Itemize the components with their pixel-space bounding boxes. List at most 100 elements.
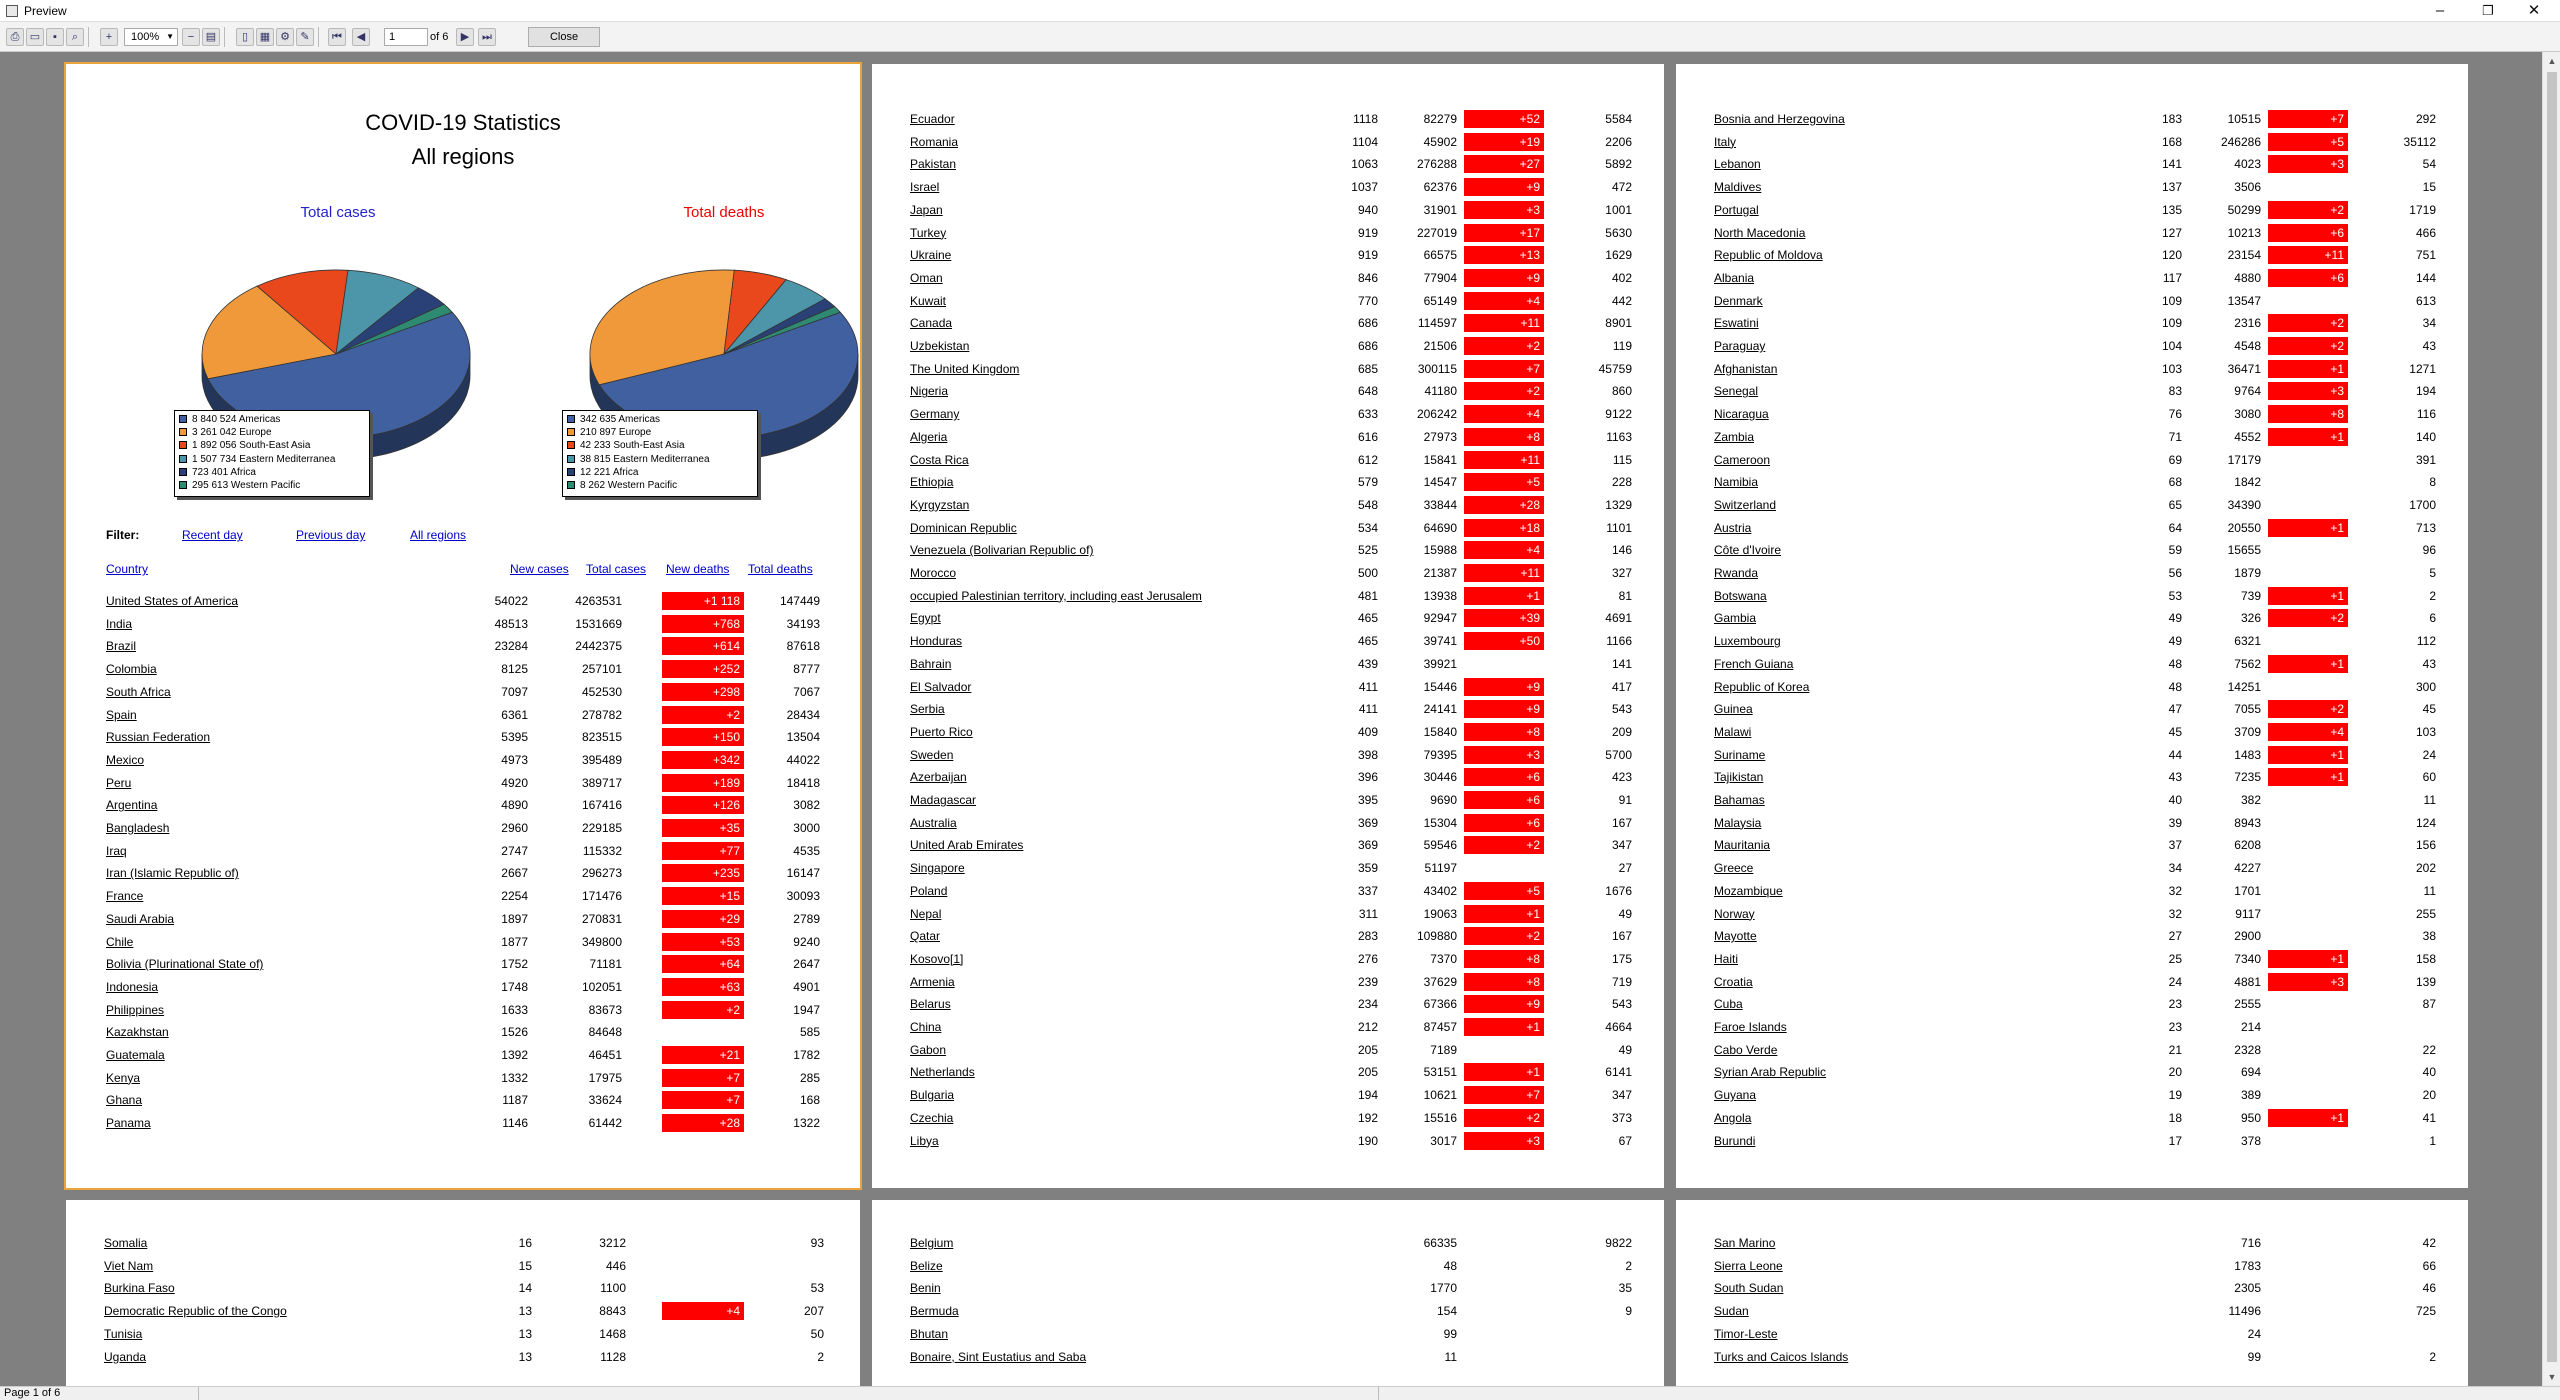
- vertical-scrollbar[interactable]: ▲ ▼: [2542, 52, 2560, 1386]
- zoom-select[interactable]: 100% ▼: [124, 28, 178, 46]
- country-link[interactable]: Israel: [910, 180, 940, 195]
- filter-recent-day-link[interactable]: Recent day: [182, 528, 243, 542]
- country-link[interactable]: Mayotte: [1714, 929, 1757, 944]
- country-link[interactable]: Guatemala: [106, 1048, 165, 1062]
- save-icon[interactable]: ▪: [46, 28, 64, 46]
- next-page-icon[interactable]: ▶: [456, 28, 474, 46]
- country-link[interactable]: Paraguay: [1714, 339, 1766, 353]
- country-link[interactable]: Romania: [910, 134, 959, 149]
- country-link[interactable]: Bahamas: [1714, 793, 1765, 807]
- country-link[interactable]: Bulgaria: [910, 1088, 955, 1103]
- country-link[interactable]: Albania: [1714, 270, 1755, 285]
- country-link[interactable]: Singapore: [910, 861, 965, 876]
- country-link[interactable]: Sierra Leone: [1714, 1258, 1783, 1273]
- country-link[interactable]: Somalia: [104, 1236, 148, 1250]
- country-link[interactable]: Eswatini: [1714, 316, 1759, 331]
- country-link[interactable]: Oman: [910, 270, 943, 285]
- country-link[interactable]: Spain: [106, 707, 137, 722]
- column-header-new-cases[interactable]: New cases: [510, 562, 569, 576]
- country-link[interactable]: Denmark: [1714, 293, 1763, 308]
- country-link[interactable]: Pakistan: [910, 157, 957, 172]
- page-width-icon[interactable]: ▤: [202, 28, 220, 46]
- multi-page-icon[interactable]: ▦: [256, 28, 274, 46]
- country-link[interactable]: Australia: [910, 815, 957, 830]
- country-link[interactable]: Egypt: [910, 611, 941, 626]
- country-link[interactable]: Madagascar: [910, 793, 977, 807]
- country-link[interactable]: Guinea: [1714, 702, 1753, 717]
- country-link[interactable]: Mauritania: [1714, 838, 1771, 853]
- country-link[interactable]: Malawi: [1714, 724, 1752, 739]
- country-link[interactable]: Morocco: [910, 566, 957, 580]
- country-link[interactable]: Saudi Arabia: [106, 911, 175, 926]
- zoom-in-icon[interactable]: +: [100, 28, 118, 46]
- zoom-out-icon[interactable]: −: [182, 28, 200, 46]
- open-icon[interactable]: ▭: [26, 28, 44, 46]
- column-header-new-deaths[interactable]: New deaths: [666, 562, 730, 576]
- edit-icon[interactable]: ✎: [296, 28, 314, 46]
- country-link[interactable]: Indonesia: [106, 979, 159, 994]
- country-link[interactable]: Botswana: [1714, 588, 1767, 603]
- country-link[interactable]: Nepal: [910, 906, 942, 921]
- country-link[interactable]: Burundi: [1714, 1133, 1756, 1148]
- country-link[interactable]: Tunisia: [104, 1326, 143, 1341]
- page-number-input[interactable]: 1: [384, 28, 428, 46]
- country-link[interactable]: Guyana: [1714, 1088, 1757, 1103]
- country-link[interactable]: Japan: [910, 202, 943, 217]
- find-icon[interactable]: ⌕: [66, 28, 84, 46]
- country-link[interactable]: Poland: [910, 883, 948, 898]
- window-close-button[interactable]: ✕: [2527, 2, 2541, 19]
- country-link[interactable]: occupied Palestinian territory, includin…: [910, 588, 1202, 603]
- country-link[interactable]: Côte d'Ivoire: [1714, 543, 1781, 558]
- country-link[interactable]: Republic of Moldova: [1714, 248, 1823, 263]
- country-link[interactable]: Bangladesh: [106, 821, 170, 835]
- country-link[interactable]: Senegal: [1714, 384, 1759, 399]
- country-link[interactable]: Costa Rica: [910, 452, 969, 467]
- country-link[interactable]: Democratic Republic of the Congo: [104, 1304, 287, 1319]
- country-link[interactable]: Mozambique: [1714, 883, 1783, 898]
- country-link[interactable]: Viet Nam: [104, 1258, 154, 1273]
- country-link[interactable]: Cameroon: [1714, 452, 1771, 467]
- country-link[interactable]: Greece: [1714, 861, 1754, 876]
- country-link[interactable]: Nigeria: [910, 384, 949, 399]
- country-link[interactable]: Brazil: [106, 639, 137, 654]
- close-preview-button[interactable]: Close: [528, 27, 600, 47]
- country-link[interactable]: Kazakhstan: [106, 1025, 169, 1040]
- country-link[interactable]: Suriname: [1714, 747, 1766, 762]
- country-link[interactable]: Czechia: [910, 1110, 954, 1125]
- country-link[interactable]: United States of America: [106, 594, 239, 608]
- country-link[interactable]: Kosovo[1]: [910, 951, 964, 966]
- country-link[interactable]: Kuwait: [910, 293, 947, 308]
- country-link[interactable]: Argentina: [106, 798, 158, 813]
- page-setup-icon[interactable]: ⚙: [276, 28, 294, 46]
- country-link[interactable]: Turkey: [910, 225, 947, 240]
- prev-page-icon[interactable]: ◀: [352, 28, 370, 46]
- country-link[interactable]: Bosnia and Herzegovina: [1714, 112, 1845, 126]
- country-link[interactable]: Uganda: [104, 1349, 147, 1364]
- scroll-thumb[interactable]: [2547, 72, 2557, 1362]
- country-link[interactable]: Burkina Faso: [104, 1281, 175, 1296]
- country-link[interactable]: San Marino: [1714, 1236, 1776, 1250]
- country-link[interactable]: Croatia: [1714, 974, 1753, 989]
- country-link[interactable]: Benin: [910, 1281, 941, 1296]
- country-link[interactable]: Armenia: [910, 974, 955, 989]
- country-link[interactable]: Gambia: [1714, 611, 1757, 626]
- country-link[interactable]: India: [106, 616, 133, 631]
- country-link[interactable]: Chile: [106, 934, 134, 949]
- country-link[interactable]: Iraq: [106, 843, 127, 858]
- filter-previous-day-link[interactable]: Previous day: [296, 528, 366, 542]
- country-link[interactable]: Bolivia (Plurinational State of): [106, 957, 264, 972]
- country-link[interactable]: Germany: [910, 407, 960, 422]
- country-link[interactable]: Venezuela (Bolivarian Republic of): [910, 543, 1094, 558]
- country-link[interactable]: South Sudan: [1714, 1281, 1784, 1296]
- country-link[interactable]: South Africa: [106, 684, 171, 699]
- country-link[interactable]: Gabon: [910, 1042, 947, 1057]
- country-link[interactable]: Belarus: [910, 997, 951, 1012]
- country-link[interactable]: Azerbaijan: [910, 770, 967, 785]
- restore-button[interactable]: ❐: [2482, 3, 2494, 18]
- country-link[interactable]: Uzbekistan: [910, 339, 970, 353]
- scroll-down-icon[interactable]: ▼: [2547, 1372, 2557, 1382]
- country-link[interactable]: Colombia: [106, 662, 157, 677]
- country-link[interactable]: Haiti: [1714, 951, 1739, 966]
- country-link[interactable]: Belize: [910, 1258, 943, 1273]
- country-link[interactable]: Cuba: [1714, 997, 1743, 1012]
